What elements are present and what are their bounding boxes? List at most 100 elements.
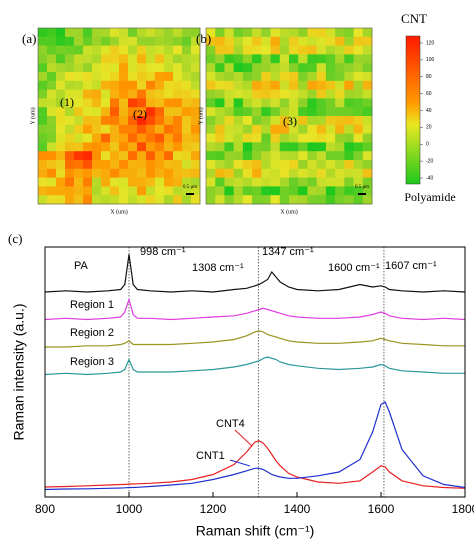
map-cell [289, 124, 299, 134]
map-cell [279, 168, 290, 178]
map-cell [173, 63, 183, 73]
map-cell [137, 142, 147, 152]
map-cell [335, 89, 345, 99]
map-cell [270, 151, 281, 161]
map-cell [279, 186, 290, 196]
map-cell [74, 195, 84, 205]
map-cell [137, 45, 147, 55]
map-cell [38, 63, 48, 73]
map-cell [353, 28, 364, 38]
map-cell [233, 72, 244, 82]
map-cell [242, 45, 253, 55]
map-cell [362, 186, 373, 196]
map-cell [128, 116, 138, 126]
map-cell [92, 80, 102, 90]
colorbar-tick-label: 120 [426, 40, 435, 46]
map-cell [38, 168, 48, 178]
map-cell [191, 80, 201, 90]
map-cell [279, 160, 290, 170]
map-cell [146, 142, 156, 152]
map-cell [164, 63, 174, 73]
map-cell [289, 80, 299, 90]
map-cell [119, 89, 129, 99]
region-label: (1) [60, 95, 74, 109]
map-cell [47, 142, 57, 152]
map-cell [83, 142, 93, 152]
map-cell [335, 160, 345, 170]
map-cell [279, 89, 290, 99]
map-cell [298, 160, 308, 170]
colorbar-top-label: CNT [401, 11, 427, 26]
map-cell [335, 45, 345, 55]
map-cell [344, 151, 354, 161]
map-cell [233, 98, 244, 108]
map-cell [307, 116, 318, 126]
map-cell [344, 124, 354, 134]
spectrum-line [45, 330, 465, 348]
map-cell [83, 98, 93, 108]
map-frame [37, 27, 201, 205]
map-cell [110, 186, 120, 196]
map-cell [289, 98, 299, 108]
map-cell [74, 124, 84, 134]
map-cell [128, 133, 138, 143]
map-cell [206, 151, 216, 161]
map-cell [191, 195, 201, 205]
map-cell [279, 124, 290, 134]
map-cell [92, 195, 102, 205]
map-cell [137, 63, 147, 73]
map-cell [335, 133, 345, 143]
annotation: 1347 cm⁻¹ [262, 246, 314, 258]
map-cell [38, 124, 48, 134]
map-cell [83, 107, 93, 117]
map-cell [233, 28, 244, 38]
map-cell [146, 151, 156, 161]
map-cell [65, 28, 75, 38]
map-cell [92, 28, 102, 38]
map-cell [110, 151, 120, 161]
map-cell [206, 168, 216, 178]
map-cell [261, 107, 271, 117]
map-cell [206, 116, 216, 126]
map-cell [270, 195, 281, 205]
map-cell [206, 98, 216, 108]
map-cell [298, 116, 308, 126]
map-cell [38, 195, 48, 205]
map-cell [137, 98, 147, 108]
map-cell [38, 28, 48, 38]
map-cell [307, 186, 318, 196]
map-cell [325, 160, 336, 170]
map-cell [56, 151, 66, 161]
map-cell [191, 142, 201, 152]
map-cell [224, 186, 235, 196]
map-cell [335, 80, 345, 90]
scale-bar-label: 0.5 μm [183, 185, 197, 190]
map-cell [289, 72, 299, 82]
map-cell [191, 151, 201, 161]
map-cell [92, 142, 102, 152]
map-cell [119, 186, 129, 196]
map-cell [224, 36, 235, 46]
map-cell [164, 124, 174, 134]
map-cell [252, 54, 262, 64]
map-cell [65, 45, 75, 55]
map-cell [307, 124, 318, 134]
map-cell [242, 98, 253, 108]
map-cell [74, 160, 84, 170]
map-cell [146, 63, 156, 73]
map-cell [233, 54, 244, 64]
map-cell [155, 63, 165, 73]
map-cell [335, 54, 345, 64]
map-cell [335, 98, 345, 108]
map-cell [155, 45, 165, 55]
map-cell [298, 177, 308, 187]
map-cell [362, 160, 373, 170]
map-cell [92, 116, 102, 126]
map-cell [224, 116, 235, 126]
map-cell [362, 195, 373, 205]
map-cell [182, 142, 192, 152]
spectrum-line [44, 401, 466, 491]
map-cell [261, 28, 271, 38]
map-cell [101, 80, 111, 90]
map-cell [206, 80, 216, 90]
